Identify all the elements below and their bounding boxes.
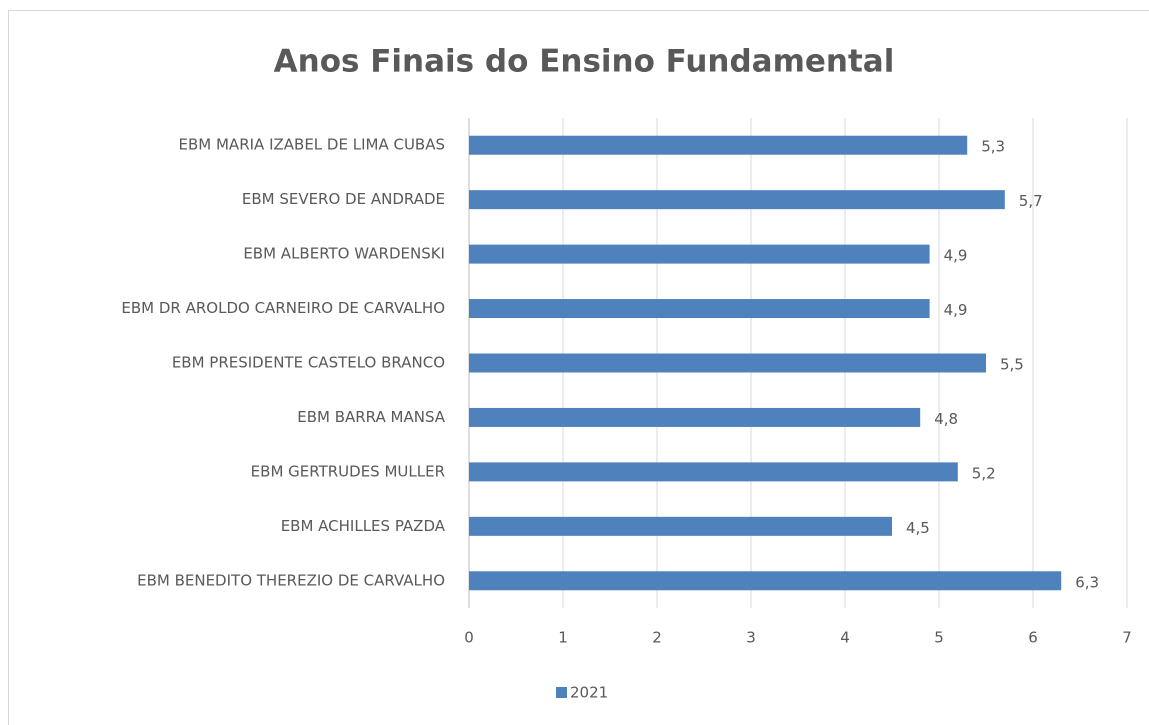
y-tick-label: EBM DR AROLDO CARNEIRO DE CARVALHO	[121, 299, 445, 317]
data-label: 4,9	[944, 247, 968, 265]
y-tick-label: EBM BENEDITO THEREZIO DE CARVALHO	[137, 571, 445, 589]
x-tick-label: 3	[746, 629, 756, 647]
data-label: 5,5	[1000, 356, 1024, 374]
bar	[469, 299, 930, 319]
x-tick-label: 6	[1028, 629, 1038, 647]
data-label: 4,5	[906, 519, 930, 537]
y-tick-label: EBM BARRA MANSA	[297, 408, 446, 426]
bar	[469, 353, 986, 373]
data-label: 4,8	[934, 410, 958, 428]
y-tick-label: EBM ALBERTO WARDENSKI	[243, 245, 445, 263]
x-tick-label: 2	[652, 629, 662, 647]
x-tick-label: 0	[464, 629, 474, 647]
y-tick-label: EBM GERTRUDES MULLER	[251, 462, 445, 480]
bar	[469, 244, 930, 264]
x-tick-label: 7	[1122, 629, 1132, 647]
x-tick-label: 5	[934, 629, 944, 647]
data-label: 6,3	[1075, 573, 1099, 591]
legend-swatch	[556, 687, 567, 698]
bar	[469, 516, 892, 536]
bar	[469, 407, 921, 427]
bar	[469, 135, 968, 155]
chart-title: Anos Finais do Ensino Fundamental	[274, 44, 895, 80]
x-tick-label: 1	[558, 629, 568, 647]
y-tick-label: EBM ACHILLES PAZDA	[281, 517, 446, 535]
data-label: 5,3	[981, 138, 1005, 156]
bar	[469, 190, 1005, 210]
x-tick-label: 4	[840, 629, 850, 647]
bar	[469, 571, 1062, 591]
y-tick-label: EBM MARIA IZABEL DE LIMA CUBAS	[179, 136, 445, 154]
data-label: 5,7	[1019, 192, 1043, 210]
data-label: 5,2	[972, 464, 996, 482]
y-tick-label: EBM SEVERO DE ANDRADE	[242, 190, 445, 208]
bar	[469, 462, 958, 482]
data-label: 4,9	[944, 301, 968, 319]
y-tick-label: EBM PRESIDENTE CASTELO BRANCO	[172, 354, 445, 372]
legend-label: 2021	[570, 684, 608, 702]
